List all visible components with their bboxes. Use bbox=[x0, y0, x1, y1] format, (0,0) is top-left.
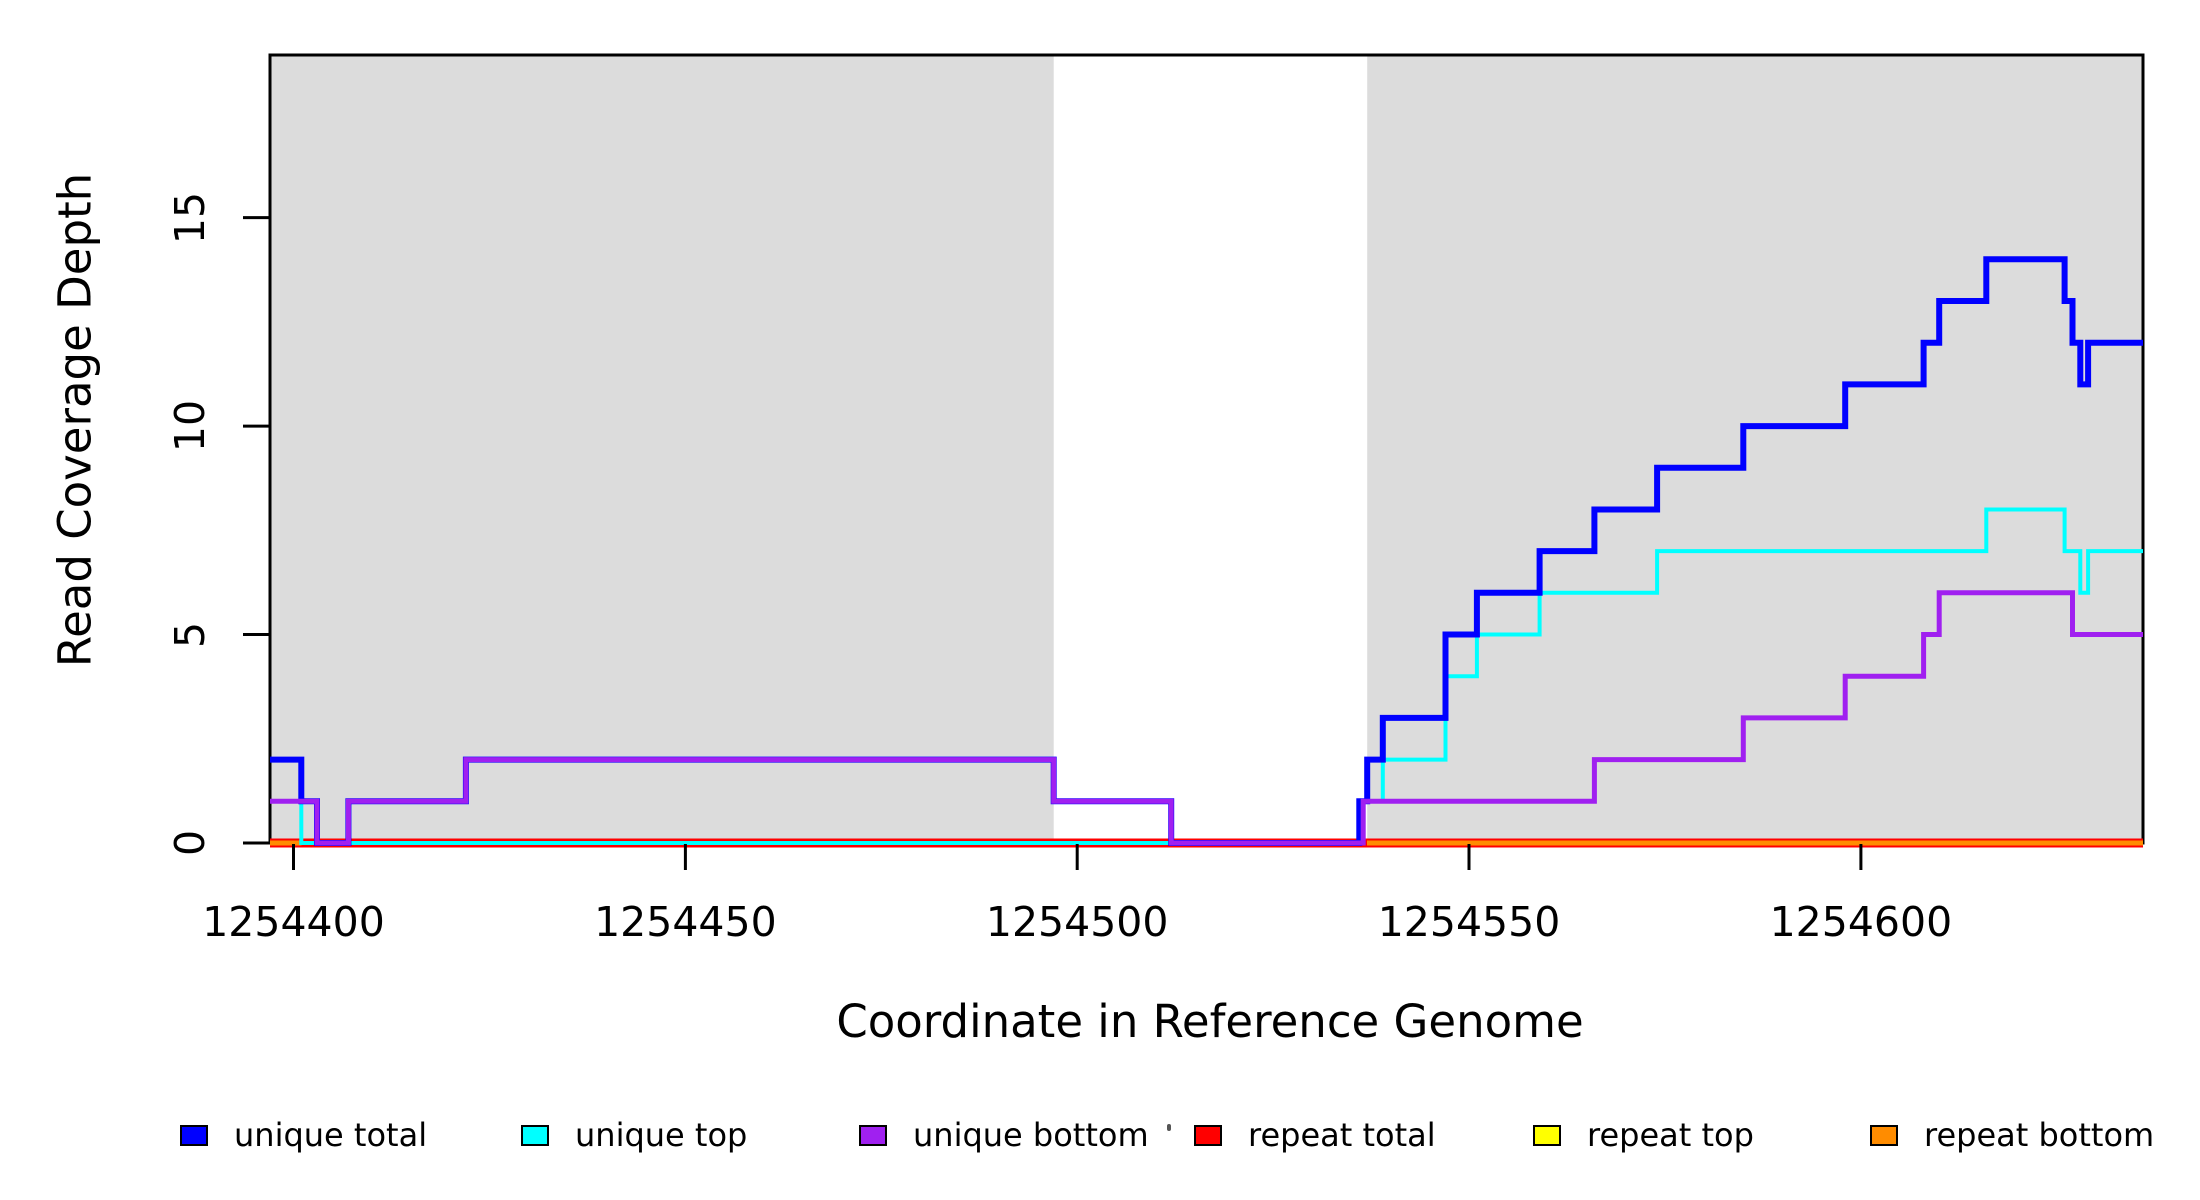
x-tick-label-3: 1254550 bbox=[1377, 898, 1561, 946]
legend-swatch-icon-unique-top bbox=[521, 1124, 549, 1146]
x-tick-label-1: 1254450 bbox=[594, 898, 777, 946]
legend-item-repeat-top: repeat top bbox=[1533, 1116, 1754, 1154]
y-tick-label-0: 0 bbox=[166, 829, 214, 857]
legend-item-repeat-bottom: repeat bottom bbox=[1870, 1116, 2154, 1154]
legend-label: unique top bbox=[575, 1116, 748, 1154]
y-tick-label-3: 15 bbox=[166, 191, 214, 244]
y-tick-label-2: 10 bbox=[166, 400, 214, 453]
x-tick-label-2: 1254500 bbox=[985, 898, 1169, 946]
shaded-region-2 bbox=[1367, 55, 2143, 843]
y-axis-title: Read Coverage Depth bbox=[48, 172, 102, 668]
legend-label: unique bottom bbox=[913, 1116, 1149, 1154]
legend-label: unique total bbox=[234, 1116, 428, 1154]
legend-item-unique-total: unique total bbox=[180, 1116, 427, 1154]
legend-swatch-icon-repeat-top bbox=[1533, 1124, 1561, 1146]
legend-label: repeat top bbox=[1587, 1116, 1754, 1154]
shaded-region-1 bbox=[270, 55, 1054, 843]
legend-label: repeat total bbox=[1248, 1116, 1436, 1154]
legend-item-unique-top: unique top bbox=[521, 1116, 747, 1154]
legend-item-repeat-total: repeat total bbox=[1194, 1116, 1436, 1154]
legend-swatch-icon-repeat-total bbox=[1194, 1124, 1222, 1146]
series-unique-bottom bbox=[270, 590, 2143, 846]
x-tick-label-0: 1254400 bbox=[202, 898, 385, 946]
x-axis-title: Coordinate in Reference Genome bbox=[836, 995, 1584, 1048]
legend-label: repeat bottom bbox=[1924, 1116, 2155, 1154]
legend-swatch-icon-unique-bottom bbox=[859, 1124, 887, 1146]
legend-item-unique-bottom: unique bottom bbox=[859, 1116, 1149, 1154]
legend-swatch-icon-repeat-bottom bbox=[1870, 1124, 1898, 1146]
legend-swatch-icon-unique-total bbox=[180, 1124, 208, 1146]
x-tick-label-4: 1254600 bbox=[1769, 898, 1953, 946]
y-tick-label-1: 5 bbox=[166, 621, 214, 648]
stray-dot-artifact bbox=[1167, 1124, 1171, 1131]
